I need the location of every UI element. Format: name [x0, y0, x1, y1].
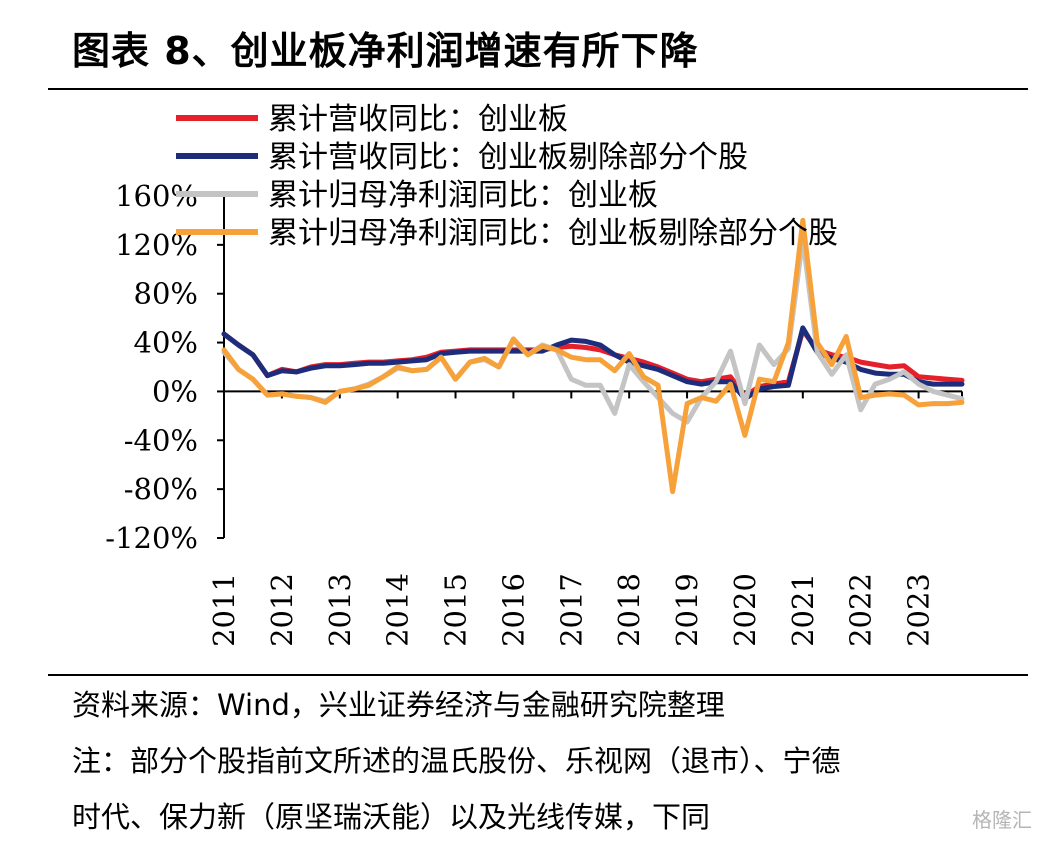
y-tick-label: -80% — [124, 472, 198, 506]
series-line-2 — [221, 325, 965, 402]
x-tick-label: 2013 — [323, 573, 357, 647]
source-text: 资料来源：Wind，兴业证券经济与金融研究院整理 — [72, 688, 725, 722]
legend-label-4: 累计归母净利润同比：创业板剔除部分个股 — [268, 216, 838, 251]
x-tick-label: 2020 — [728, 573, 762, 647]
y-tick-label: 0% — [152, 374, 198, 408]
watermark-logo: 格隆汇 — [972, 808, 1032, 832]
x-tick-label: 2015 — [439, 573, 473, 647]
series-line-4 — [221, 217, 965, 495]
legend-label-2: 累计营收同比：创业板剔除部分个股 — [268, 140, 748, 175]
x-tick-label: 2014 — [381, 573, 415, 647]
x-tick-label: 2021 — [786, 573, 820, 647]
legend-label-3: 累计归母净利润同比：创业板 — [268, 178, 658, 213]
note-line-2: 时代、保力新（原坚瑞沃能）以及光线传媒，下同 — [72, 800, 711, 834]
legend-label-1: 累计营收同比：创业板 — [268, 102, 568, 137]
x-tick-label: 2019 — [670, 573, 704, 647]
y-tick-label: -40% — [124, 423, 198, 457]
x-tick-label: 2016 — [496, 573, 530, 647]
note-line-1: 注：部分个股指前文所述的温氏股份、乐视网（退市）、宁德 — [72, 744, 841, 778]
chart-legend: 累计营收同比：创业板累计营收同比：创业板剔除部分个股累计归母净利润同比：创业板累… — [176, 102, 838, 251]
x-tick-label: 2018 — [612, 573, 646, 647]
page-title: 图表 8、创业板净利润增速有所下降 — [72, 29, 699, 73]
x-tick-label: 2022 — [844, 573, 878, 647]
top-rule — [48, 88, 1028, 90]
x-tick-label: 2012 — [265, 573, 299, 647]
x-tick-label: 2023 — [902, 573, 936, 647]
y-tick-label: 40% — [134, 326, 198, 360]
x-tick-label: 2011 — [207, 573, 241, 647]
y-tick-label: 80% — [134, 277, 198, 311]
chart-axes: 160%120%80%40%0%-40%-80%-120%2011 2012 201… — [105, 179, 963, 647]
x-tick-label: 2017 — [554, 573, 588, 647]
bottom-rule — [48, 674, 1028, 676]
y-tick-label: -120% — [105, 521, 198, 555]
chart-lines — [221, 217, 965, 495]
